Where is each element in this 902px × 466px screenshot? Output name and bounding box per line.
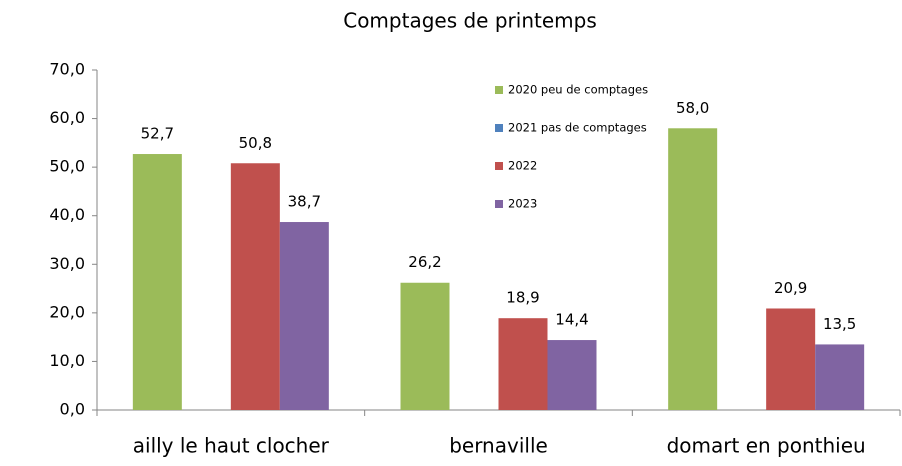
y-tick-label: 30,0 bbox=[49, 254, 85, 273]
data-label: 50,8 bbox=[239, 134, 272, 152]
data-label: 38,7 bbox=[288, 193, 321, 211]
bar bbox=[668, 128, 718, 411]
chart-title: Comptages de printemps bbox=[343, 9, 597, 33]
data-label: 52,7 bbox=[141, 125, 174, 143]
y-tick-label: 10,0 bbox=[49, 351, 85, 370]
data-label: 26,2 bbox=[408, 253, 441, 271]
y-tick-label: 20,0 bbox=[49, 302, 85, 321]
x-tick-label: bernaville bbox=[449, 434, 548, 458]
bar bbox=[498, 318, 548, 410]
x-tick-label: domart en ponthieu bbox=[667, 434, 866, 458]
data-label: 18,9 bbox=[506, 289, 539, 307]
legend-swatch bbox=[495, 124, 503, 132]
bar bbox=[766, 308, 816, 410]
data-label: 13,5 bbox=[823, 315, 856, 333]
legend-label: 2022 bbox=[508, 159, 537, 173]
legend-swatch bbox=[495, 162, 503, 170]
legend-swatch bbox=[495, 200, 503, 208]
data-label: 58,0 bbox=[676, 99, 709, 117]
legend-label: 2020 peu de comptages bbox=[508, 83, 648, 97]
bar bbox=[400, 282, 450, 410]
bar bbox=[279, 222, 329, 410]
bar bbox=[230, 163, 280, 410]
bar bbox=[547, 340, 597, 410]
y-tick-label: 60,0 bbox=[49, 108, 85, 127]
data-label: 14,4 bbox=[555, 311, 588, 329]
y-tick-label: 0,0 bbox=[60, 400, 85, 419]
legend-swatch bbox=[495, 86, 503, 94]
bar bbox=[815, 344, 865, 410]
legend-label: 2023 bbox=[508, 197, 537, 211]
y-tick-label: 40,0 bbox=[49, 205, 85, 224]
x-tick-label: ailly le haut clocher bbox=[133, 434, 330, 458]
y-tick-label: 50,0 bbox=[49, 157, 85, 176]
legend-label: 2021 pas de comptages bbox=[508, 121, 647, 135]
data-label: 20,9 bbox=[774, 279, 807, 297]
y-tick-label: 70,0 bbox=[49, 60, 85, 79]
bar bbox=[132, 154, 182, 410]
